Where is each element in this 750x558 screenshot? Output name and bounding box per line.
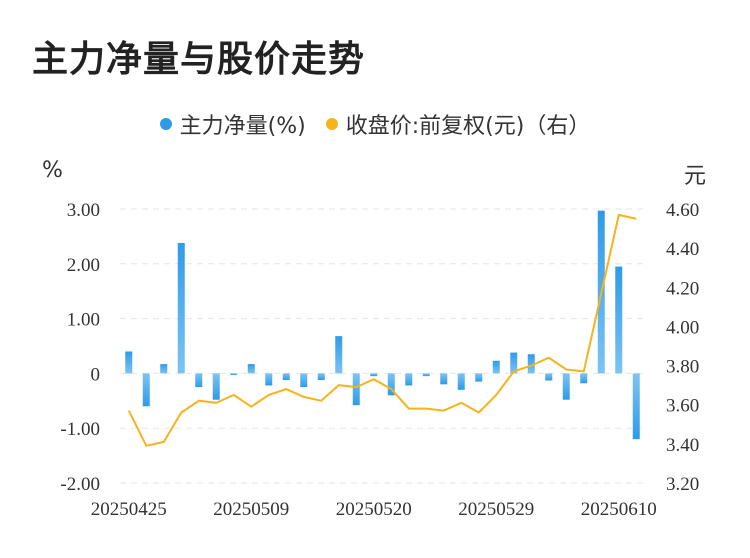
bar: [352, 373, 360, 406]
y-right-tick-label: 3.80: [666, 357, 699, 378]
legend-bar-label: 主力净量(%): [179, 114, 306, 139]
bar: [212, 373, 220, 400]
y-left-tick-label: -1.00: [60, 419, 100, 440]
bar: [475, 373, 483, 382]
bar: [282, 373, 290, 380]
bar: [370, 373, 378, 377]
bar: [580, 373, 588, 384]
y-right-tick-label: 4.60: [666, 200, 699, 221]
y-left-tick-label: 0: [91, 364, 101, 385]
legend-line-marker: [325, 118, 338, 130]
bar: [492, 360, 500, 374]
bar: [195, 373, 203, 388]
bar: [562, 373, 570, 400]
legend: 主力净量(%) 收盘价:前复权(元)（右）: [0, 108, 750, 140]
y-left-tick-label: -2.00: [60, 474, 100, 495]
legend-line-label: 收盘价:前复权(元)（右）: [345, 114, 591, 139]
bar: [387, 373, 395, 396]
bar: [335, 336, 343, 374]
chart-title: 主力净量与股价走势: [32, 39, 366, 80]
bar: [440, 373, 448, 385]
legend-item-bar[interactable]: 主力净量(%): [159, 108, 306, 140]
y-right-tick-label: 3.20: [666, 474, 699, 495]
bar: [160, 364, 168, 374]
legend-item-line[interactable]: 收盘价:前复权(元)（右）: [325, 108, 591, 140]
bar: [527, 354, 535, 374]
bar: [125, 351, 133, 374]
y-right-unit: 元: [684, 164, 707, 189]
x-tick-label: 20250509: [213, 499, 289, 520]
bar: [405, 373, 413, 386]
bar: [510, 352, 518, 374]
bar: [247, 364, 255, 374]
x-tick-label: 20250520: [336, 499, 412, 520]
bar: [615, 266, 623, 374]
price-line: [127, 213, 637, 447]
x-tick-label: 20250425: [91, 499, 167, 520]
y-right-tick-label: 3.40: [666, 435, 699, 456]
bar: [545, 373, 553, 381]
y-right-tick-label: 3.60: [666, 396, 699, 417]
y-right-tick-label: 4.20: [666, 278, 699, 299]
bar: [177, 242, 185, 374]
y-right-tick-label: 4.00: [666, 317, 699, 338]
bar: [317, 373, 325, 380]
bar: [632, 373, 640, 440]
y-right-tick-label: 4.40: [666, 239, 699, 260]
x-tick-label: 20250610: [581, 499, 657, 520]
bar: [457, 373, 465, 390]
bar: [300, 373, 308, 388]
y-left-unit: %: [42, 158, 63, 183]
y-left-tick-label: 1.00: [67, 310, 100, 331]
bar: [422, 373, 430, 377]
bar: [230, 373, 238, 376]
y-left-tick-label: 2.00: [67, 255, 100, 276]
legend-bar-marker: [159, 118, 172, 130]
bar: [142, 373, 150, 407]
x-tick-label: 20250529: [458, 499, 534, 520]
y-left-tick-label: 3.00: [67, 200, 100, 221]
bar: [265, 373, 273, 386]
